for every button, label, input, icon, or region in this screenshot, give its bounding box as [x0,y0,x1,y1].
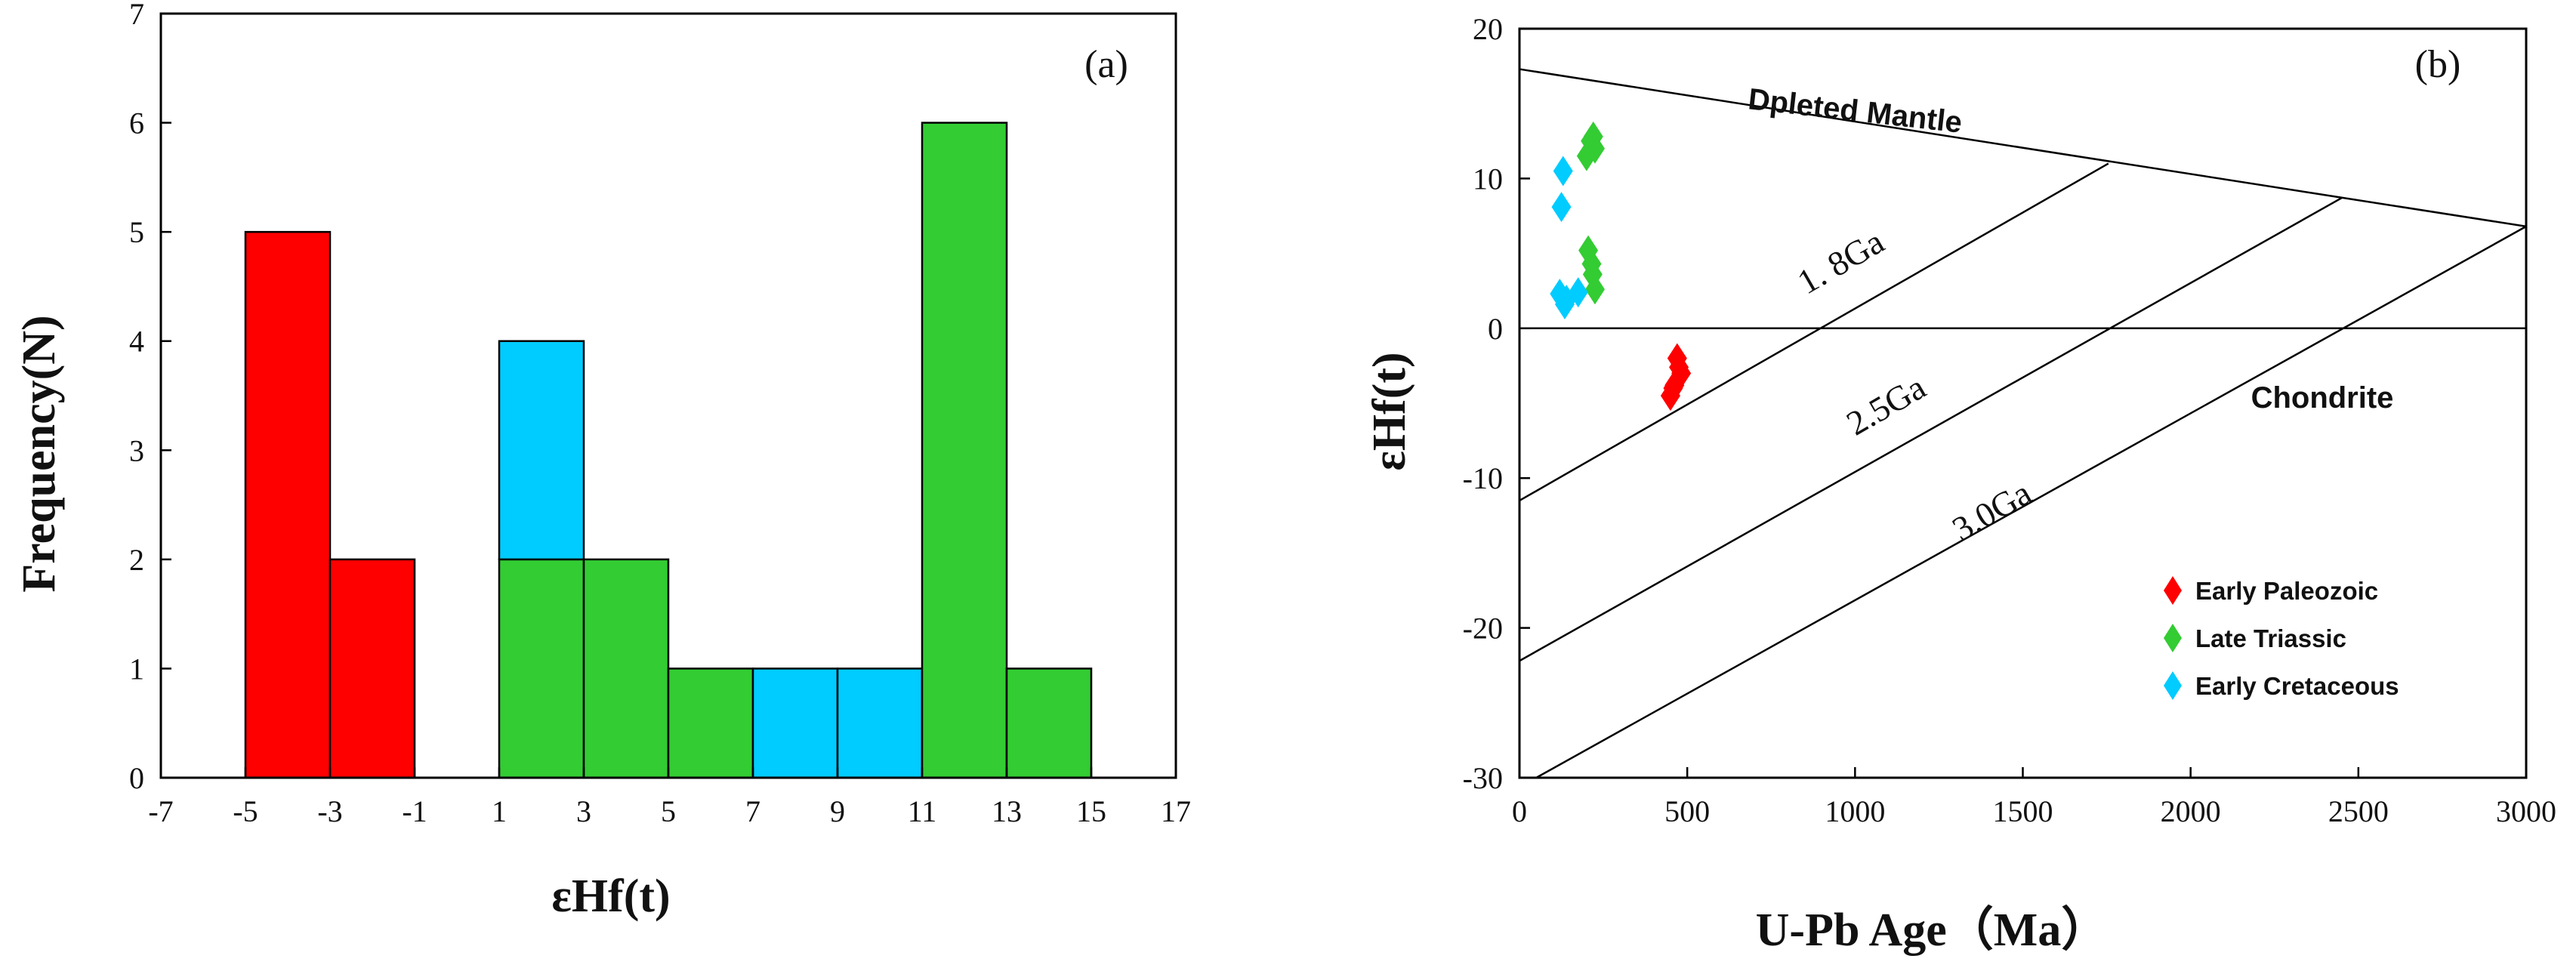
x-tick-label: -5 [233,794,258,828]
bar [498,340,585,561]
legend-label: Early Paleozoic [2195,577,2378,605]
y-tick-label: 20 [1473,12,1503,46]
x-tick-label: 3 [576,794,591,828]
bar [836,667,924,779]
data-point [1553,156,1573,187]
ga30-label: 3.0Ga [1945,473,2038,549]
x-tick-label: 0 [1512,794,1527,828]
histogram-bars [244,122,1093,779]
bar [244,230,332,779]
y-axis-title: εHf(t) [1364,352,1415,470]
x-axis-title: U-Pb Age（Ma） [1756,903,2109,956]
legend-marker [2164,671,2182,700]
bar [921,122,1008,779]
reference-line [1519,197,2343,662]
x-tick-label: 13 [992,794,1022,828]
x-tick-label: 5 [661,794,676,828]
x-tick-label: 15 [1076,794,1106,828]
y-tick-label: -30 [1463,761,1503,795]
x-tick-label: 1500 [1993,794,2053,828]
bar [751,667,839,779]
y-tick-label: 4 [129,325,144,359]
y-tick-label: 10 [1473,162,1503,196]
bar [498,558,585,779]
x-tick-label: 11 [908,794,937,828]
y-tick-label: 0 [1488,312,1503,346]
x-tick-label: 2500 [2328,794,2389,828]
x-tick-label: -3 [317,794,342,828]
data-point [1584,133,1605,164]
axes: 0 500 1000 1500 2000 2500 3000 -30 -20 -10 0 10 20 [1463,12,2556,828]
y-tick-label: 5 [129,215,144,249]
data-point [1568,277,1588,308]
scatter-panel: 0 500 1000 1500 2000 2500 3000 -30 -20 -10 0 10 20 (… [1364,12,2556,956]
x-tick-label: 7 [745,794,760,828]
legend-label: Late Triassic [2195,624,2346,652]
panel-label: (a) [1084,43,1128,86]
x-tick-label: 2000 [2161,794,2221,828]
ga25-label: 2.5Ga [1840,368,1932,443]
data-point [1584,274,1605,305]
y-tick-label: 0 [129,761,144,795]
y-axis-title: Frequency(N) [14,315,65,592]
reference-line [1535,225,2527,779]
y-tick-label: 1 [129,652,144,686]
x-tick-label: 3000 [2496,794,2556,828]
x-tick-label: -7 [148,794,173,828]
legend-marker [2164,576,2182,605]
bar [1005,667,1093,779]
x-tick-label: 500 [1664,794,1710,828]
legend-label: Early Cretaceous [2195,672,2399,700]
bar [667,667,754,779]
x-tick-label: 1 [492,794,507,828]
y-tick-label: 6 [129,106,144,140]
ga18-label: 1. 8Ga [1791,222,1890,301]
x-tick-label: 9 [830,794,845,828]
reference-line [1519,162,2109,502]
x-axis-title: εHf(t) [551,871,670,922]
data-point [1663,373,1683,404]
reference-lines [1519,68,2527,779]
data-point [1551,192,1572,223]
x-tick-label: 17 [1161,794,1191,828]
legend: Early Paleozoic Late Triassic Early Cretac… [2164,576,2399,700]
data-points [1550,121,1692,412]
reference-line [1519,68,2527,228]
y-tick-label: 2 [129,543,144,577]
depleted-mantle-label: Dpleted Mantle [1747,82,1964,139]
y-tick-label: -10 [1463,461,1503,495]
y-tick-label: 3 [129,433,144,467]
legend-marker [2164,624,2182,652]
bar [582,558,670,779]
y-tick-label: 7 [129,0,144,31]
panel-label: (b) [2415,43,2461,86]
bar [329,558,416,779]
chondrite-label: Chondrite [2251,381,2394,415]
x-tick-label: 1000 [1825,794,1885,828]
x-tick-label: -1 [402,794,427,828]
y-tick-label: -20 [1463,612,1503,646]
